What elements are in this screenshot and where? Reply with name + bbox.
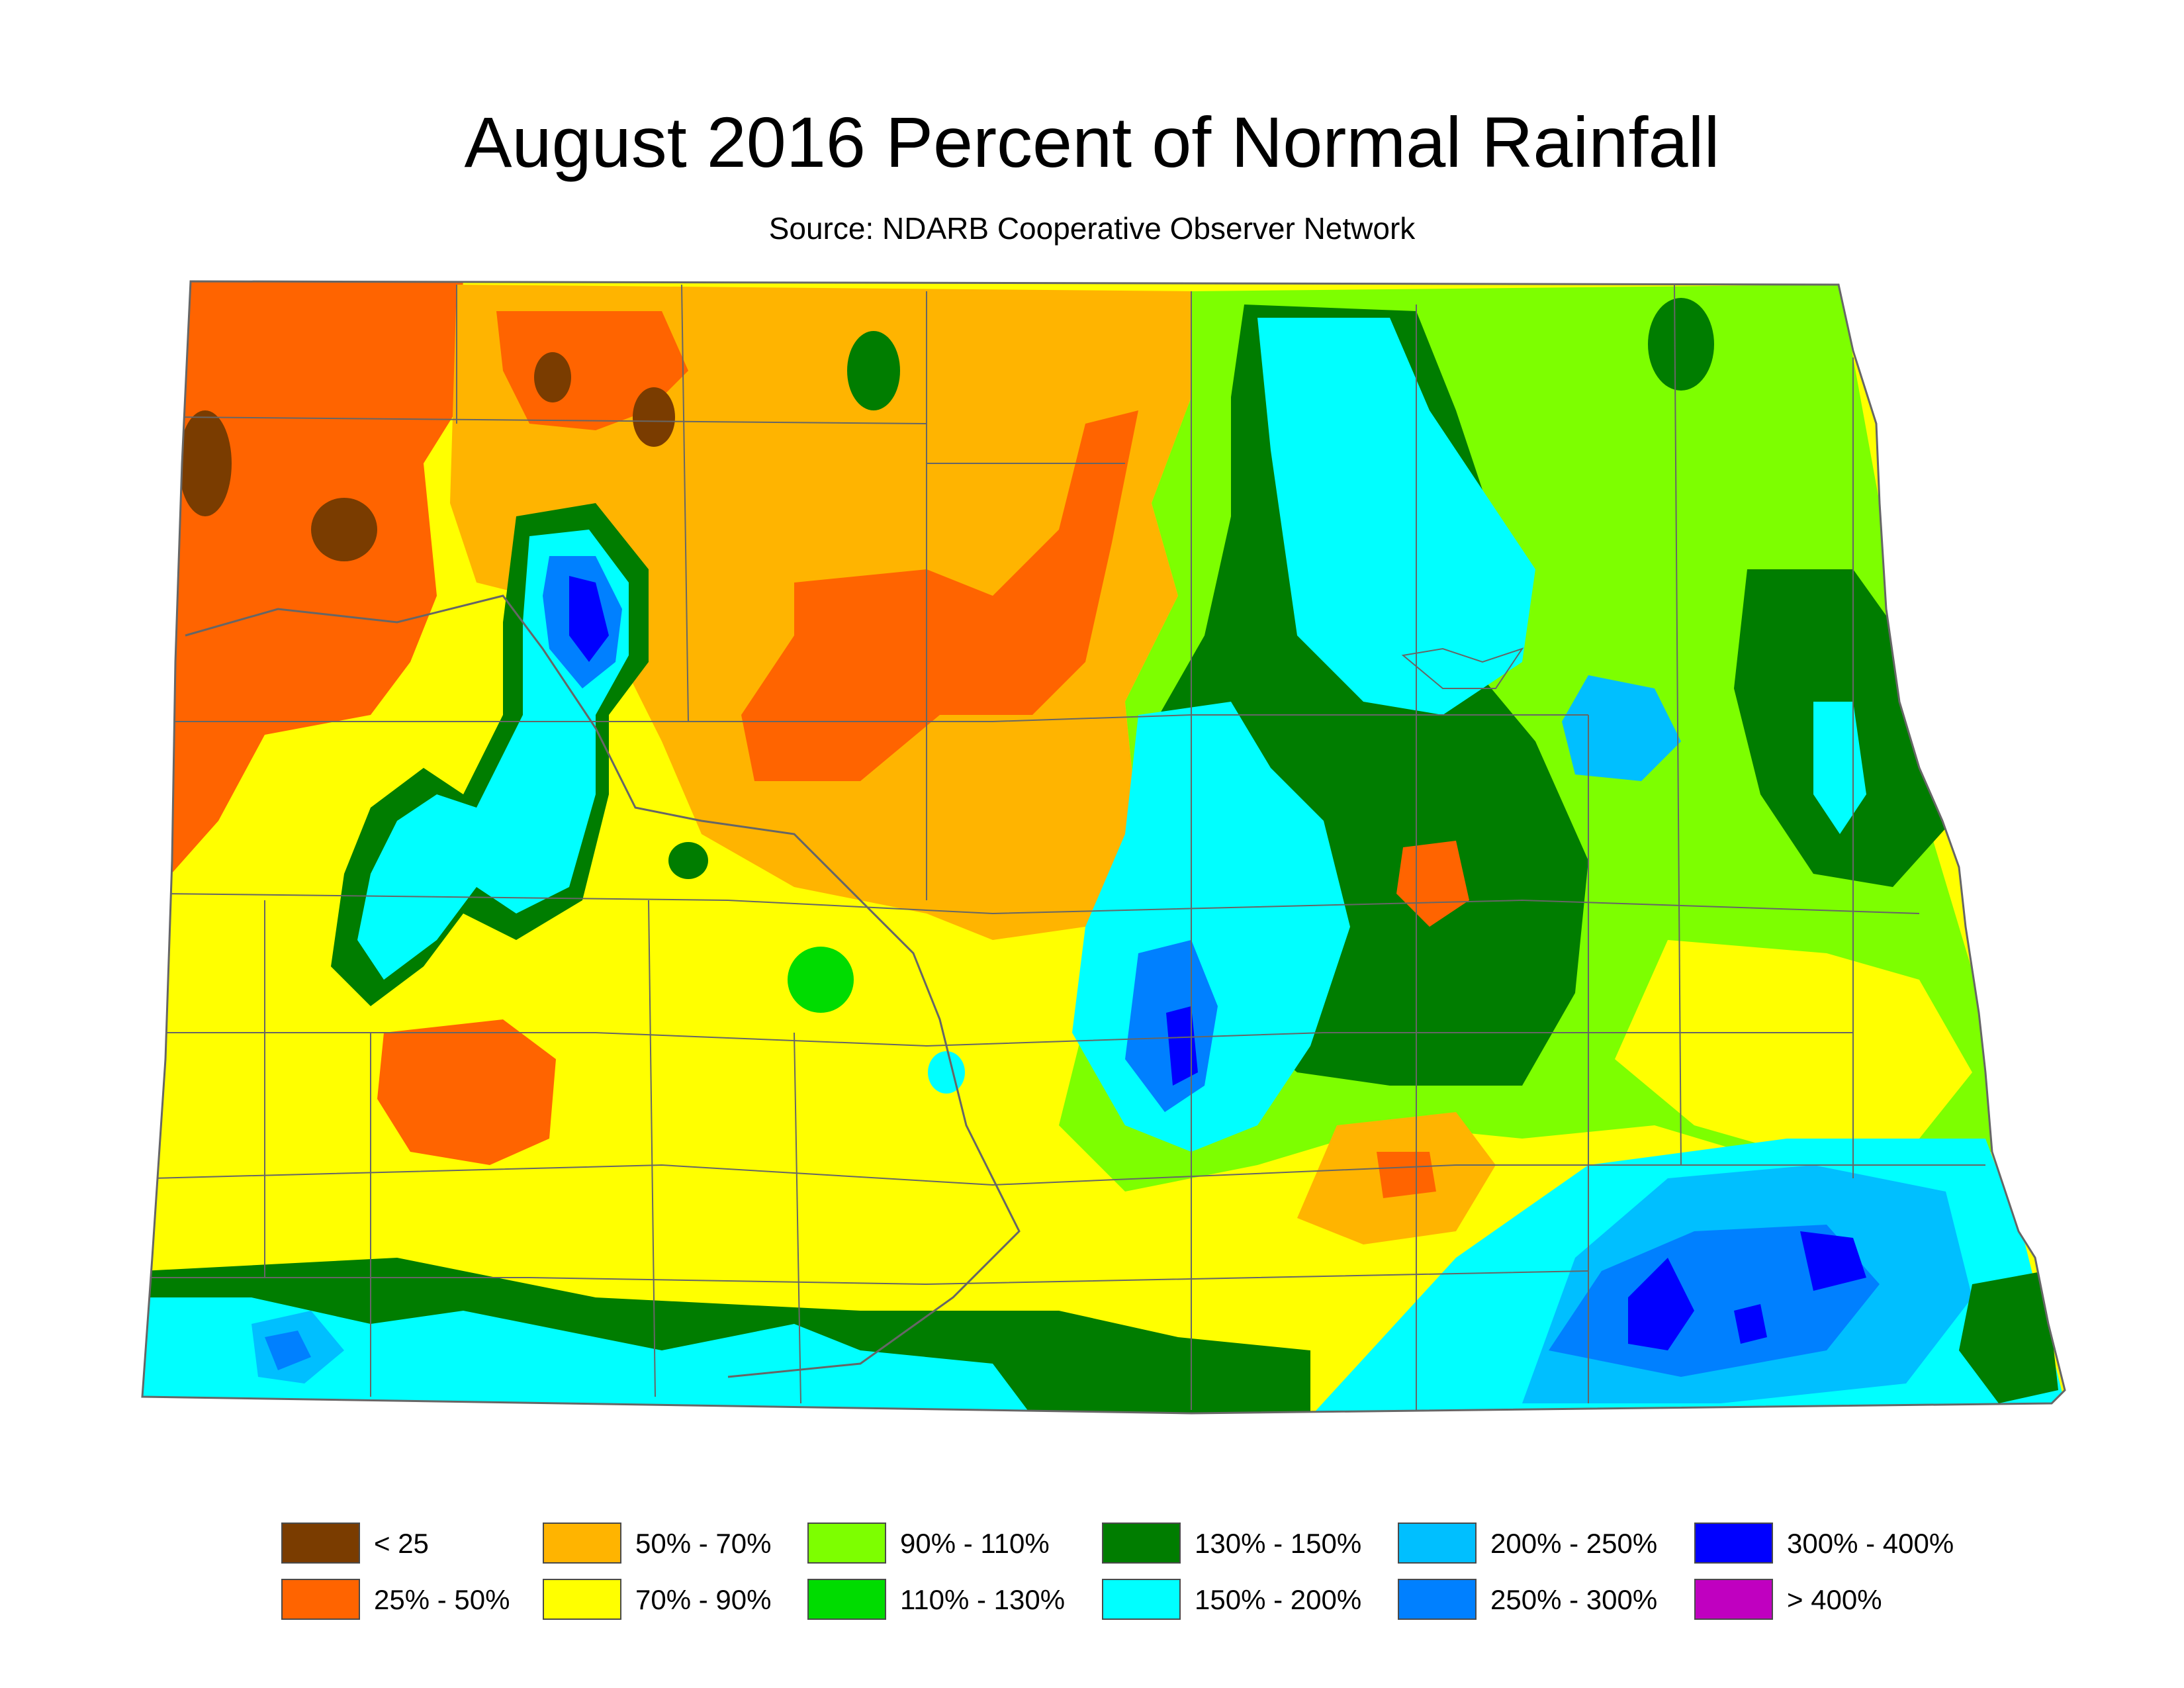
spot-brown-west: [179, 410, 232, 516]
region-southeast-yellow: [1615, 940, 1972, 1152]
legend-swatch: [1102, 1523, 1181, 1564]
legend-label: 200% - 250%: [1490, 1528, 1658, 1559]
legend-label: > 400%: [1787, 1584, 1882, 1615]
spot-brown-b: [534, 352, 571, 402]
legend-swatch: [1102, 1579, 1181, 1620]
region-east-blue-spot: [1562, 675, 1681, 781]
map-title: August 2016 Percent of Normal Rainfall: [464, 102, 1720, 182]
legend-swatch: [543, 1579, 621, 1620]
boundary-row-5: [152, 1164, 1985, 1186]
spot-brown-a: [311, 498, 377, 561]
legend-label: 70% - 90%: [635, 1584, 772, 1615]
spot-green-central: [668, 842, 708, 879]
region-southeast-deep-a: [1628, 1258, 1694, 1350]
legend-label: 50% - 70%: [635, 1528, 772, 1559]
legend-swatch: [807, 1579, 886, 1620]
rainfall-surface: [142, 281, 2065, 1413]
missouri-river: [185, 594, 1021, 1378]
spot-brown-c: [633, 387, 675, 447]
boundary-row-6: [142, 1270, 1589, 1286]
spot-cyan-river: [928, 1051, 965, 1094]
boundary-verticals: [264, 284, 1854, 1410]
legend-swatch: [543, 1523, 621, 1564]
legend-swatch: [281, 1523, 360, 1564]
legend-label: 300% - 400%: [1787, 1528, 1954, 1559]
legend-label: < 25: [374, 1528, 429, 1559]
region-southeast-deep-b: [1800, 1231, 1866, 1291]
spot-green-ne: [1648, 298, 1714, 391]
legend-swatch: [1694, 1523, 1773, 1564]
state-outline: [141, 280, 2066, 1415]
boundary-row-4: [159, 1032, 1853, 1047]
boundary-row-2: [172, 714, 1588, 722]
legend-label: 25% - 50%: [374, 1584, 510, 1615]
region-north-red-b: [741, 410, 1138, 781]
region-west-cluster-deep: [569, 576, 609, 662]
spot-green-south: [788, 947, 854, 1013]
region-southeast-deep-c: [1734, 1304, 1767, 1344]
region-east-red-spot: [1396, 841, 1469, 927]
legend-label: 110% - 130%: [900, 1584, 1066, 1615]
spot-green-north: [847, 331, 900, 410]
map-subtitle: Source: NDARB Cooperative Observer Netwo…: [768, 211, 1416, 246]
devils-lake: [1401, 647, 1524, 689]
region-south-cyan: [142, 1297, 1032, 1413]
region-southwest-red: [377, 1019, 556, 1165]
legend-label: 90% - 110%: [900, 1528, 1050, 1559]
legend-label: 130% - 150%: [1195, 1528, 1362, 1559]
legend-swatch: [281, 1579, 360, 1620]
legend-swatch: [1694, 1579, 1773, 1620]
boundary-row-3: [165, 893, 1920, 915]
region-central-deep-blue: [1166, 1006, 1198, 1086]
region-southeast-green: [1959, 1271, 2058, 1403]
region-northwest: [165, 281, 463, 880]
legend-swatch: [1398, 1579, 1477, 1620]
region-east-cyan: [1257, 318, 1535, 715]
region-south-blue: [265, 1331, 311, 1370]
legend-swatch: [807, 1523, 886, 1564]
legend-label: 250% - 300%: [1490, 1584, 1658, 1615]
legend-swatch: [1398, 1523, 1477, 1564]
region-southeast-red: [1377, 1152, 1436, 1198]
county-boundaries: [142, 284, 1985, 1410]
legend-label: 150% - 200%: [1195, 1584, 1362, 1615]
